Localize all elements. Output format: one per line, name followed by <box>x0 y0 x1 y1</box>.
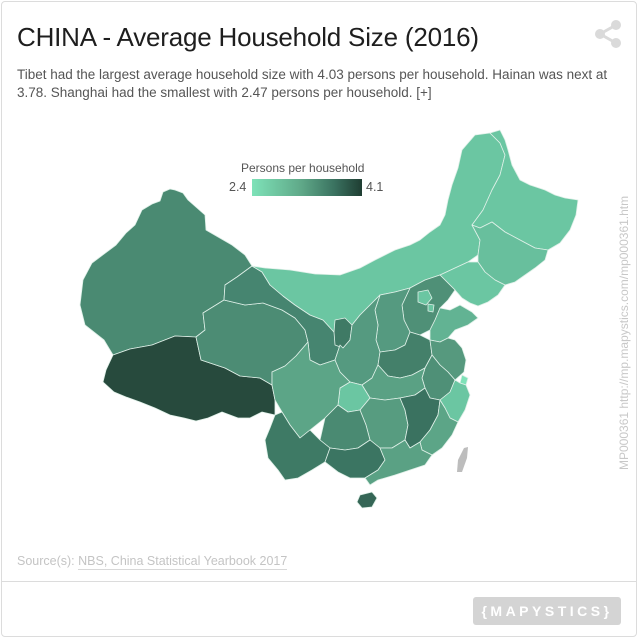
region-taiwan <box>457 447 468 472</box>
share-icon <box>595 20 621 48</box>
legend-title: Persons per household <box>241 161 365 175</box>
region-beijing[interactable] <box>417 289 433 306</box>
region-jilin[interactable] <box>471 221 549 286</box>
map-description: Tibet had the largest average household … <box>17 67 608 100</box>
legend-max-value: 4.1 <box>366 180 384 194</box>
source-line: Source(s): NBS, China Statistical Yearbo… <box>17 554 288 570</box>
legend-min-value: 2.4 <box>229 180 247 194</box>
source-label: Source(s): <box>17 554 75 568</box>
share-button[interactable] <box>590 18 624 48</box>
region-fujian[interactable] <box>419 399 459 456</box>
region-heilongjiang[interactable] <box>471 129 579 251</box>
footer-divider <box>1 581 637 582</box>
china-choropleth-map <box>79 129 579 509</box>
map-id-url: MP000361 http://mp.mapystics.com/mp00036… <box>617 195 631 470</box>
region-tianjin[interactable] <box>427 303 435 313</box>
page-title: CHINA - Average Household Size (2016) <box>17 22 479 52</box>
region-hainan[interactable] <box>356 491 378 509</box>
source-link[interactable]: NBS, China Statistical Yearbook 2017 <box>78 554 288 570</box>
region-yunnan[interactable] <box>264 411 331 481</box>
legend-color-scale <box>252 179 362 196</box>
region-guangdong[interactable] <box>364 439 433 486</box>
mapystics-logo-button[interactable]: {MAPYSTICS} <box>473 597 621 625</box>
